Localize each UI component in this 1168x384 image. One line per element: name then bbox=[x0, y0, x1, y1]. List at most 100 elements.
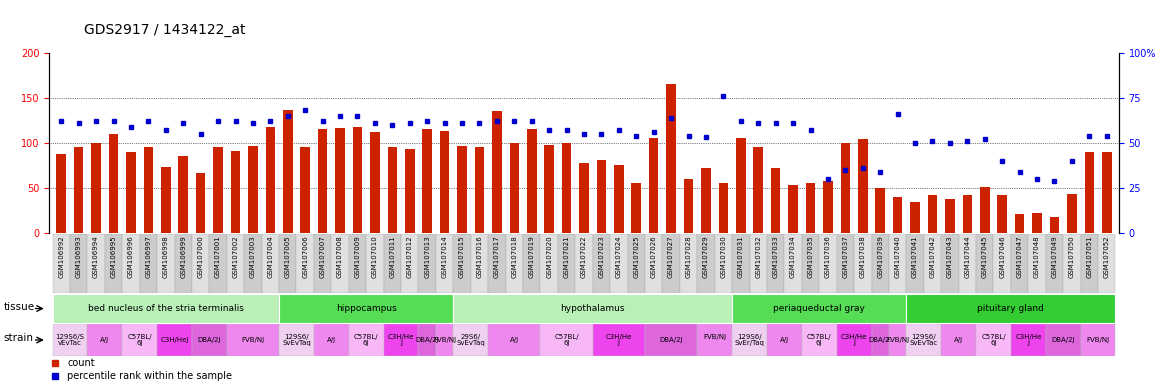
Bar bbox=[388, 147, 397, 233]
Bar bbox=[1068, 194, 1077, 233]
Bar bbox=[349, 234, 367, 293]
Bar bbox=[718, 184, 728, 233]
Text: C3H/HeJ: C3H/HeJ bbox=[160, 337, 189, 343]
Text: periaqueductal gray: periaqueductal gray bbox=[773, 304, 865, 313]
Bar bbox=[1080, 324, 1115, 356]
Bar bbox=[214, 147, 223, 233]
Bar bbox=[457, 146, 467, 233]
Text: A/J: A/J bbox=[780, 337, 788, 343]
Bar bbox=[1011, 234, 1028, 293]
Bar bbox=[488, 234, 506, 293]
Bar bbox=[980, 187, 989, 233]
Bar bbox=[614, 164, 624, 233]
Bar bbox=[1063, 234, 1080, 293]
Text: 129S6/
SvEvTaq: 129S6/ SvEvTaq bbox=[283, 334, 311, 346]
Text: A/J: A/J bbox=[100, 337, 110, 343]
Bar bbox=[1080, 234, 1098, 293]
Bar bbox=[871, 324, 889, 356]
Bar bbox=[889, 234, 906, 293]
Text: DBA/2J: DBA/2J bbox=[1051, 337, 1075, 343]
Text: DBA/2J: DBA/2J bbox=[660, 337, 683, 343]
Text: DBA/2.: DBA/2. bbox=[868, 337, 892, 343]
Bar bbox=[701, 168, 711, 233]
Text: GSM107011: GSM107011 bbox=[389, 236, 395, 278]
Text: GSM107030: GSM107030 bbox=[721, 236, 726, 278]
Bar bbox=[453, 234, 471, 293]
Text: GSM107044: GSM107044 bbox=[965, 236, 971, 278]
Bar bbox=[753, 147, 763, 233]
Text: GSM107016: GSM107016 bbox=[477, 236, 482, 278]
Bar bbox=[806, 184, 815, 233]
Text: GSM107047: GSM107047 bbox=[1016, 236, 1023, 278]
Text: GSM107034: GSM107034 bbox=[790, 236, 797, 278]
Bar bbox=[627, 234, 645, 293]
Text: GSM107038: GSM107038 bbox=[860, 236, 865, 278]
Bar bbox=[715, 234, 732, 293]
Bar bbox=[423, 129, 432, 233]
Text: bed nucleus of the stria terminalis: bed nucleus of the stria terminalis bbox=[88, 304, 244, 313]
Bar bbox=[732, 294, 906, 323]
Text: GSM107042: GSM107042 bbox=[930, 236, 936, 278]
Bar bbox=[418, 324, 436, 356]
Text: GSM107009: GSM107009 bbox=[354, 236, 361, 278]
Text: GSM107027: GSM107027 bbox=[668, 236, 674, 278]
Text: GSM107039: GSM107039 bbox=[877, 236, 883, 278]
Text: GSM107031: GSM107031 bbox=[738, 236, 744, 278]
Bar bbox=[370, 132, 380, 233]
Text: A/J: A/J bbox=[327, 337, 336, 343]
Bar bbox=[418, 234, 436, 293]
Bar bbox=[453, 294, 732, 323]
Bar bbox=[662, 234, 680, 293]
Text: GSM106998: GSM106998 bbox=[162, 236, 169, 278]
Text: GSM107048: GSM107048 bbox=[1034, 236, 1040, 278]
Text: GSM107001: GSM107001 bbox=[215, 236, 221, 278]
Bar bbox=[405, 149, 415, 233]
Bar bbox=[959, 234, 976, 293]
Text: GSM107017: GSM107017 bbox=[494, 236, 500, 278]
Bar bbox=[157, 234, 174, 293]
Bar bbox=[314, 324, 349, 356]
Bar bbox=[509, 143, 519, 233]
Bar bbox=[506, 234, 523, 293]
Bar bbox=[53, 294, 279, 323]
Bar bbox=[836, 324, 871, 356]
Bar bbox=[889, 324, 906, 356]
Bar bbox=[962, 195, 972, 233]
Bar bbox=[801, 324, 836, 356]
Bar bbox=[680, 234, 697, 293]
Text: percentile rank within the sample: percentile rank within the sample bbox=[68, 371, 232, 381]
Text: GSM107036: GSM107036 bbox=[825, 236, 830, 278]
Bar bbox=[544, 145, 554, 233]
Text: GSM107023: GSM107023 bbox=[598, 236, 604, 278]
Bar bbox=[976, 234, 994, 293]
Text: GSM107046: GSM107046 bbox=[999, 236, 1006, 278]
Text: GSM107008: GSM107008 bbox=[338, 236, 343, 278]
Bar bbox=[335, 127, 345, 233]
Text: GSM107022: GSM107022 bbox=[580, 236, 588, 278]
Bar bbox=[576, 234, 592, 293]
Bar bbox=[53, 324, 88, 356]
Text: GSM106996: GSM106996 bbox=[128, 236, 134, 278]
Bar bbox=[1101, 152, 1112, 233]
Text: C3H/He
J: C3H/He J bbox=[606, 334, 632, 346]
Bar bbox=[523, 234, 541, 293]
Text: tissue: tissue bbox=[4, 302, 35, 312]
Text: GSM107000: GSM107000 bbox=[197, 236, 203, 278]
Bar bbox=[558, 234, 576, 293]
Bar bbox=[248, 146, 258, 233]
Bar bbox=[74, 147, 83, 233]
Text: GSM107041: GSM107041 bbox=[912, 236, 918, 278]
Bar bbox=[910, 202, 920, 233]
Bar bbox=[262, 234, 279, 293]
Bar bbox=[297, 234, 314, 293]
Bar bbox=[179, 156, 188, 233]
Bar bbox=[353, 127, 362, 233]
Text: GSM107018: GSM107018 bbox=[512, 236, 517, 278]
Bar bbox=[976, 324, 1011, 356]
Text: GSM107049: GSM107049 bbox=[1051, 236, 1057, 278]
Text: C3H/He
J: C3H/He J bbox=[388, 334, 415, 346]
Bar bbox=[801, 234, 819, 293]
Bar bbox=[196, 173, 206, 233]
Bar bbox=[53, 234, 70, 293]
Bar bbox=[632, 184, 641, 233]
